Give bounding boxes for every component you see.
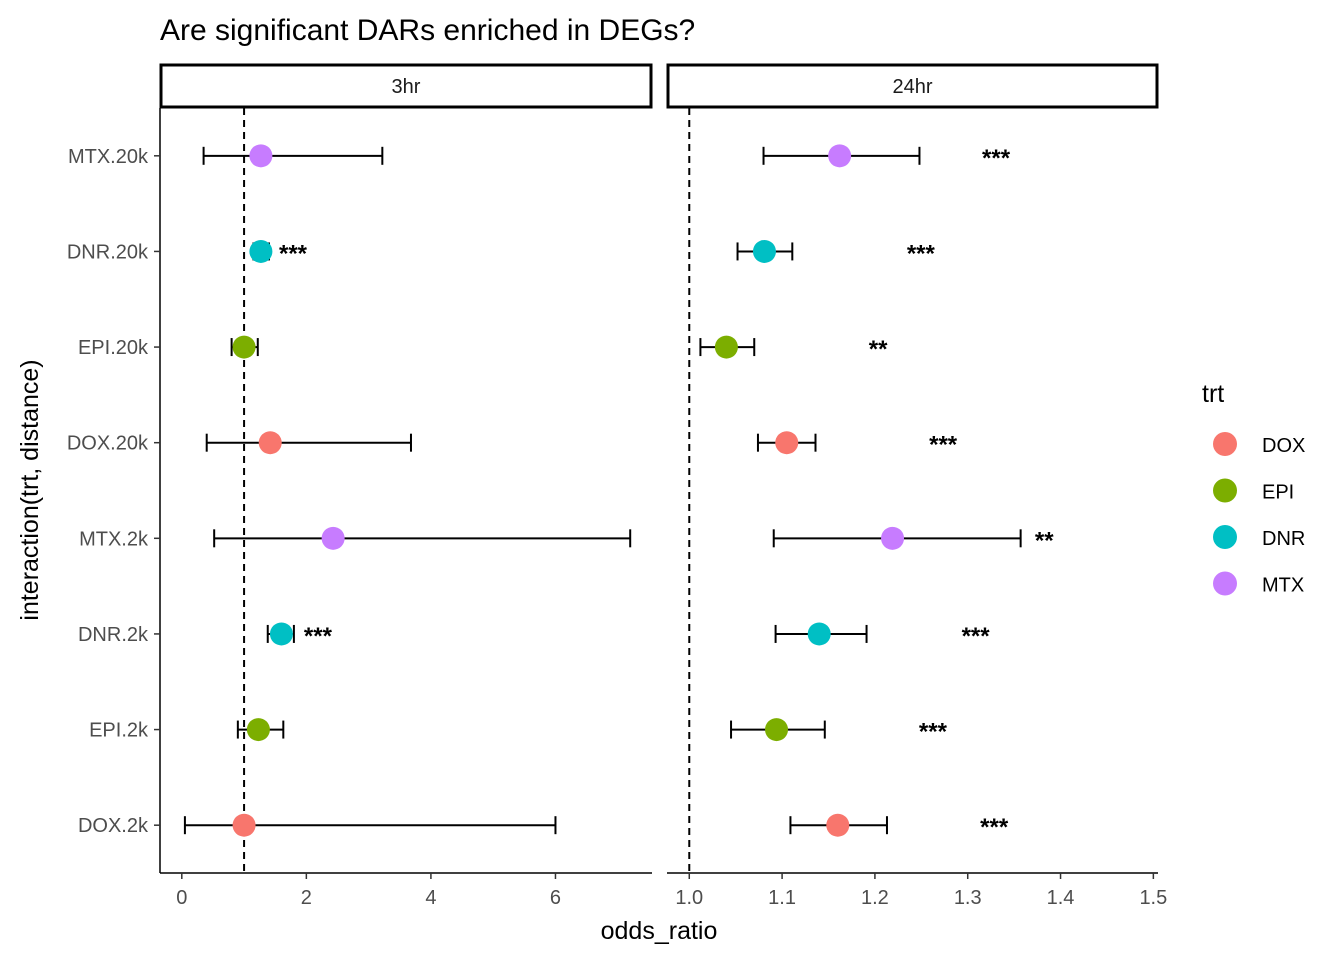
significance-label: *** [907,240,936,267]
data-point-mtx [881,526,905,550]
strip-label: 24hr [892,76,932,98]
x-tick-label: 0 [176,887,187,909]
y-axis-title: interaction(trt, distance) [16,359,44,620]
x-tick-label: 1.3 [954,887,982,909]
y-tick-label: DOX.2k [78,815,149,837]
significance-label: *** [919,719,948,746]
x-tick-label: 1.1 [768,887,796,909]
y-tick-label: MTX.2k [79,528,149,550]
significance-label: ** [1035,527,1054,554]
data-point-epi [714,335,738,359]
strip-box [666,63,1159,109]
data-point-dox [232,813,256,837]
error-bar [205,433,412,452]
x-tick-label: 6 [550,887,561,909]
x-tick-label: 2 [301,887,312,909]
data-point-mtx [828,144,852,168]
strip-box [159,63,653,109]
data-point-dnr [752,239,776,263]
y-tick-label: DOX.20k [67,433,149,455]
significance-label: ** [869,336,888,363]
significance-label: *** [929,432,958,459]
x-tick-label: 1.2 [861,887,889,909]
x-tick-label: 1.0 [675,887,703,909]
x-tick-label: 4 [425,887,436,909]
data-point-epi [246,718,270,742]
data-point-dnr [269,622,293,646]
panel-3hr: 3hr 0 2 4 6 *** *** [159,63,653,909]
significance-label: *** [982,145,1011,172]
data-point-dox [826,813,850,837]
error-bar [202,146,384,165]
strip-label: 3hr [392,76,421,98]
legend-label: EPI [1262,482,1294,504]
x-axis-title: odds_ratio [601,917,718,945]
legend: trt DOX EPI DNR MTX [1202,380,1305,597]
data-point-dox [258,431,282,455]
legend-key-dnr [1213,525,1237,549]
significance-label: *** [962,623,991,650]
legend-label: MTX [1262,575,1304,597]
data-point-epi [232,335,256,359]
legend-title: trt [1202,380,1224,408]
significance-label: *** [304,623,333,650]
y-tick-label: MTX.20k [68,146,149,168]
y-tick-label: DNR.2k [78,624,149,646]
data-point-dox [775,431,799,455]
significance-label: *** [980,814,1009,841]
data-point-mtx [249,144,273,168]
y-tick-label: EPI.20k [78,337,149,359]
legend-label: DNR [1262,528,1305,550]
legend-label: DOX [1262,435,1305,457]
legend-key-mtx [1213,571,1237,596]
data-point-dnr [249,239,273,263]
y-axis: DOX.2k EPI.2k DNR.2k MTX.2k DOX.20k EPI.20k DN… [67,146,160,837]
legend-key-dox [1213,432,1237,456]
data-point-dnr [807,622,831,646]
x-tick-label: 1.4 [1047,887,1075,909]
data-point-epi [765,718,789,742]
legend-key-epi [1213,478,1237,503]
y-tick-label: DNR.20k [67,241,149,263]
data-point-mtx [321,526,345,550]
chart-title: Are significant DARs enriched in DEGs? [160,14,695,47]
y-tick-label: EPI.2k [89,720,149,742]
x-tick-label: 1.5 [1139,887,1167,909]
significance-label: *** [279,240,308,267]
error-bar [213,529,632,548]
